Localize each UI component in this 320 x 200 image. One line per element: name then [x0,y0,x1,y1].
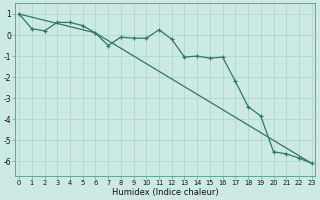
X-axis label: Humidex (Indice chaleur): Humidex (Indice chaleur) [112,188,219,197]
